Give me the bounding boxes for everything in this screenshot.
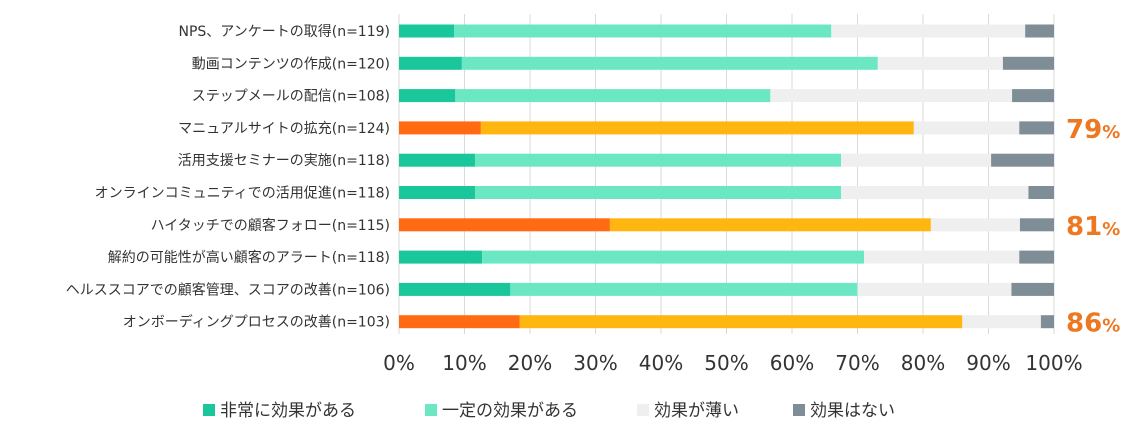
bar-segment <box>399 24 455 38</box>
bar-segment <box>770 89 1013 103</box>
x-tick-label: 70% <box>835 351 879 375</box>
callouts: 79% 81% 86% <box>1066 115 1120 339</box>
category-label: 解約の可能性が高い顧客のアラート(n=118) <box>108 249 390 266</box>
bar-segment <box>461 56 878 70</box>
legend-swatch <box>793 404 805 416</box>
legend-label: 一定の効果がある <box>442 401 578 421</box>
bar-segment <box>913 121 1020 135</box>
legend: 非常に効果がある 一定の効果がある 効果が薄い 効果はない <box>203 401 895 421</box>
bar-segment <box>841 186 1029 199</box>
bar-segment <box>1019 121 1054 135</box>
bar-segment <box>1025 24 1054 38</box>
bar-segment <box>399 218 610 232</box>
category-labels: NPS、アンケートの取得(n=119) 動画コンテンツの作成(n=120) ステップ… <box>66 23 390 331</box>
x-tick-label: 90% <box>966 351 1010 375</box>
bar-segment <box>399 153 475 167</box>
category-label: ステップメールの配信(n=108) <box>192 89 390 105</box>
bar-segment <box>399 282 511 296</box>
category-label: オンラインコミュニティでの活用促進(n=118) <box>95 186 390 202</box>
bar-segment <box>1012 89 1054 103</box>
x-tick-label: 0% <box>383 351 415 375</box>
bar-segment <box>399 315 520 329</box>
bar-segment <box>399 186 475 199</box>
x-tick-label: 80% <box>901 351 945 375</box>
bar-segment <box>482 250 865 264</box>
bar-segment <box>454 24 832 38</box>
bar-segment <box>480 121 914 135</box>
callout-label: 81% <box>1066 212 1120 242</box>
callout-label: 79% <box>1066 115 1120 145</box>
bar-segment <box>1011 282 1054 296</box>
bar-segment <box>1028 186 1054 199</box>
bar-segment <box>962 315 1041 329</box>
legend-label: 非常に効果がある <box>220 401 356 421</box>
x-tick-label: 50% <box>704 351 748 375</box>
bar-segment <box>877 56 1003 70</box>
category-label: 活用支援セミナーの実施(n=118) <box>178 153 390 169</box>
bar-segment <box>399 250 483 264</box>
bar-segment <box>474 153 842 167</box>
bar-segment <box>399 89 456 103</box>
bar-segment <box>399 56 462 70</box>
bar-segment <box>930 218 1020 232</box>
bar-segment <box>455 89 771 103</box>
category-label: オンボーディングプロセスの改善(n=103) <box>123 314 390 331</box>
callout-label: 86% <box>1066 309 1120 339</box>
x-tick-label: 10% <box>442 351 486 375</box>
legend-label: 効果が薄い <box>654 401 739 421</box>
bar-segment <box>864 250 1020 264</box>
x-tick-label: 30% <box>573 351 617 375</box>
bar-segment <box>991 153 1054 167</box>
category-label: ハイタッチでの顧客フォロー(n=115) <box>151 217 390 234</box>
bar-segment <box>1040 315 1054 329</box>
bar-segment <box>1002 56 1054 70</box>
x-tick-label: 60% <box>770 351 814 375</box>
x-tick-label: 20% <box>508 351 552 375</box>
bar-segment <box>474 186 842 199</box>
legend-swatch <box>203 404 215 416</box>
bar-segment <box>857 282 1012 296</box>
category-label: マニュアルサイトの拡充(n=124) <box>178 121 390 137</box>
bar-segment <box>510 282 858 296</box>
bars <box>399 24 1054 329</box>
category-label: ヘルススコアでの顧客管理、スコアの改善(n=106) <box>66 281 390 298</box>
bar-segment <box>841 153 992 167</box>
category-label: NPS、アンケートの取得(n=119) <box>179 23 391 40</box>
bar-segment <box>1019 218 1054 232</box>
legend-swatch <box>425 404 437 416</box>
bar-segment <box>519 315 963 329</box>
bar-segment <box>609 218 931 232</box>
legend-swatch <box>637 404 649 416</box>
x-tick-label: 100% <box>1025 351 1082 375</box>
x-tick-labels: 0% 10% 20% 30% 40% 50% 60% 70% 80% 90% 100% <box>383 351 1082 375</box>
x-tick-label: 40% <box>639 351 683 375</box>
bar-segment <box>399 121 481 135</box>
legend-label: 効果はない <box>810 401 895 421</box>
bar-segment <box>831 24 1026 38</box>
bar-segment <box>1019 250 1054 264</box>
category-label: 動画コンテンツの作成(n=120) <box>192 56 390 72</box>
